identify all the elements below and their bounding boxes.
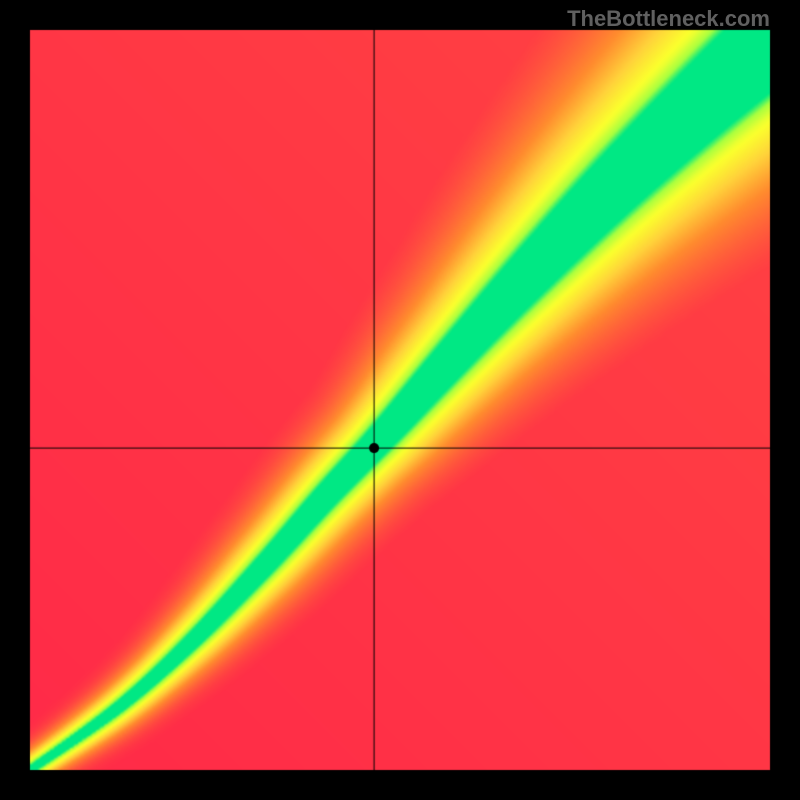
source-watermark: TheBottleneck.com	[567, 6, 770, 32]
bottleneck-heatmap	[0, 0, 800, 800]
chart-container: TheBottleneck.com	[0, 0, 800, 800]
